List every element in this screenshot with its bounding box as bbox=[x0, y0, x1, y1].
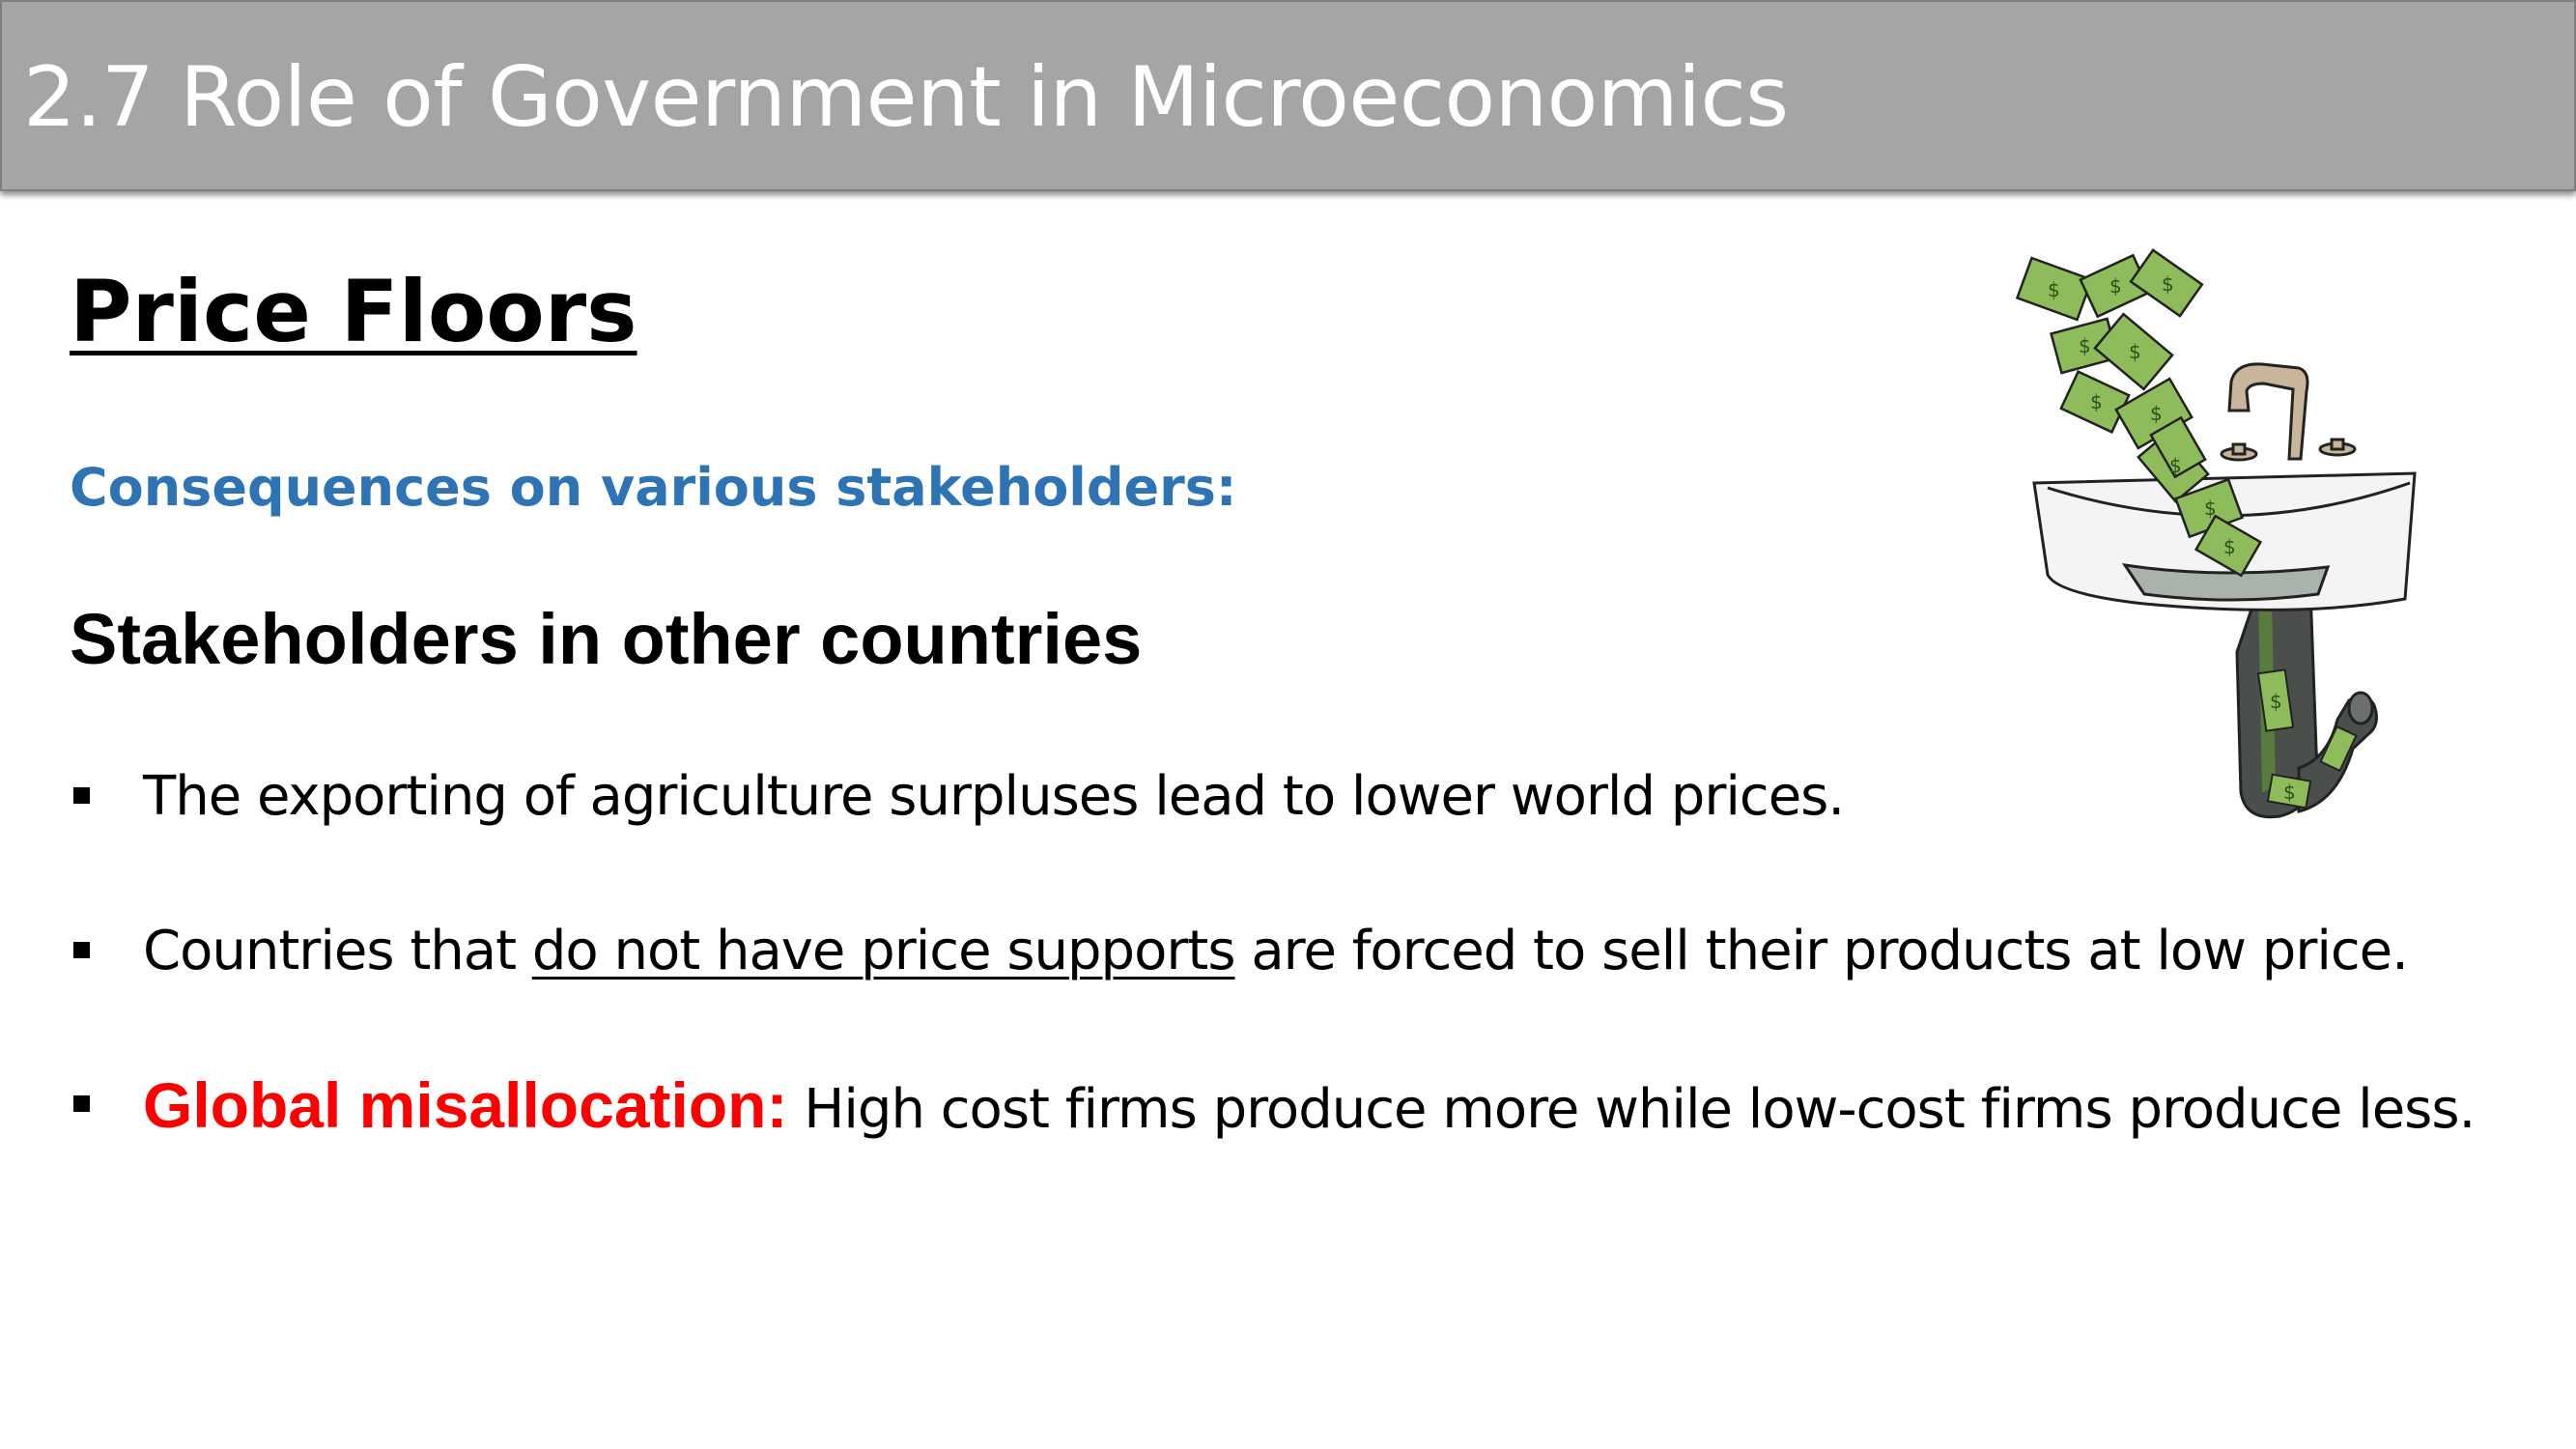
svg-text:$: $ bbox=[2048, 278, 2060, 301]
svg-text:$: $ bbox=[2283, 781, 2296, 804]
bill-symbols: $ $ $ $ $ $ $ $ $ $ $ $ bbox=[2048, 272, 2296, 804]
topic-heading: Price Floors bbox=[70, 262, 637, 361]
bullet-text-prefix: Countries that bbox=[143, 920, 532, 982]
slide-title: 2.7 Role of Government in Microeconomics bbox=[23, 49, 1789, 146]
underlined-phrase: do not have price supports bbox=[531, 920, 1236, 982]
svg-text:$: $ bbox=[2169, 454, 2182, 477]
svg-text:$: $ bbox=[2204, 497, 2217, 520]
svg-text:$: $ bbox=[2129, 340, 2141, 363]
bullet-text: Global misallocation: High cost firms pr… bbox=[143, 1066, 2476, 1149]
bullet-text-suffix: are forced to sell their products at low… bbox=[1234, 920, 2409, 982]
square-bullet-icon bbox=[73, 787, 90, 804]
svg-text:$: $ bbox=[2109, 274, 2122, 298]
bullet-text: Countries that do not have price support… bbox=[143, 913, 2409, 990]
drain-bills bbox=[2256, 668, 2358, 810]
svg-text:$: $ bbox=[2079, 334, 2091, 357]
bullet-text: The exporting of agriculture surpluses l… bbox=[143, 765, 1845, 828]
square-bullet-icon bbox=[73, 1095, 90, 1112]
svg-text:$: $ bbox=[2150, 402, 2163, 425]
flying-bills bbox=[2015, 248, 2263, 578]
svg-text:$: $ bbox=[2270, 690, 2282, 713]
subheading: Consequences on various stakeholders: bbox=[70, 457, 1237, 518]
bullet-text-body: High cost firms produce more while low-c… bbox=[787, 1078, 2476, 1141]
emphasis-label: Global misallocation: bbox=[143, 1069, 788, 1141]
svg-text:$: $ bbox=[2223, 535, 2236, 558]
money-down-drain-illustration: $ $ $ $ $ $ $ $ $ $ $ $ bbox=[2015, 248, 2417, 819]
square-bullet-icon bbox=[73, 942, 90, 958]
svg-text:$: $ bbox=[2162, 272, 2174, 296]
title-bar: 2.7 Role of Government in Microeconomics bbox=[0, 0, 2576, 191]
svg-text:$: $ bbox=[2090, 390, 2103, 413]
section-title: Stakeholders in other countries bbox=[70, 599, 1143, 679]
faucet bbox=[2220, 362, 2357, 462]
